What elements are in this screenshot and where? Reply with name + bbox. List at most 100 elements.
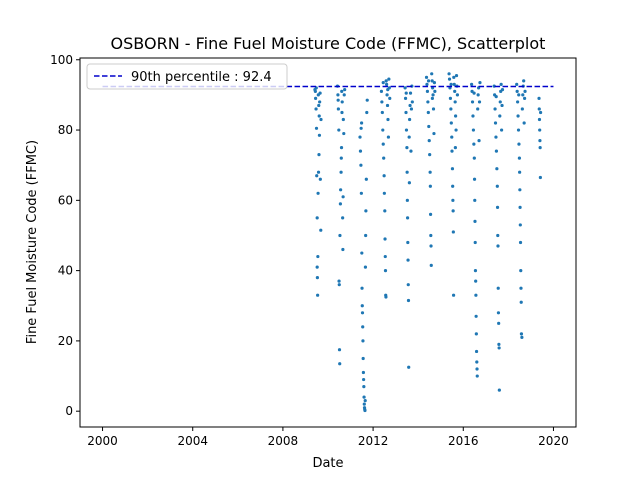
data-point (500, 88, 505, 92)
data-point (471, 128, 476, 132)
data-point (404, 128, 409, 132)
data-point (427, 138, 431, 143)
data-point (433, 89, 437, 93)
data-point (408, 91, 413, 95)
data-point (319, 117, 323, 122)
data-point (314, 96, 318, 101)
data-point (365, 110, 369, 115)
data-point (521, 93, 525, 97)
data-point (362, 402, 366, 406)
data-point (358, 149, 363, 153)
data-point (316, 293, 320, 297)
y-axis: 0 20 40 60 80 100 (50, 53, 80, 418)
data-point (360, 286, 364, 290)
data-point (431, 107, 436, 111)
data-point (388, 96, 392, 101)
data-point (339, 188, 343, 192)
data-point (452, 82, 456, 86)
data-point (384, 79, 388, 83)
data-point (359, 121, 364, 125)
data-point (364, 209, 368, 213)
plot-frame (79, 57, 577, 428)
data-point (383, 269, 388, 273)
data-point (364, 233, 368, 238)
data-point (516, 100, 520, 104)
data-point (452, 75, 456, 79)
data-point (424, 75, 429, 79)
data-point (425, 82, 429, 86)
data-point (518, 188, 522, 192)
data-point (453, 89, 457, 93)
data-point (407, 135, 411, 139)
data-point (336, 98, 340, 102)
data-point (518, 240, 523, 245)
data-point (406, 298, 411, 303)
data-point (406, 240, 410, 245)
data-point (315, 276, 319, 280)
data-point (538, 138, 542, 143)
data-point (474, 349, 479, 354)
data-point (339, 170, 343, 174)
data-point (408, 117, 412, 122)
data-point (316, 254, 320, 259)
data-point (381, 128, 385, 132)
data-point (449, 107, 453, 111)
data-point (515, 89, 519, 93)
data-point (498, 114, 502, 118)
data-point (426, 110, 430, 115)
data-point (364, 177, 368, 181)
data-point (337, 279, 341, 283)
data-point (517, 156, 522, 160)
data-point (381, 81, 385, 85)
data-point (314, 126, 319, 130)
data-point (361, 325, 365, 329)
data-point (382, 191, 386, 195)
data-point (538, 128, 542, 132)
data-point (359, 191, 363, 195)
data-point (538, 175, 542, 180)
data-point (384, 295, 388, 299)
data-point (472, 91, 476, 95)
x-tick-label: 2000 (87, 434, 118, 448)
data-point (362, 395, 366, 399)
y-tick-label: 20 (58, 334, 73, 348)
data-point (426, 79, 431, 83)
data-point (518, 223, 522, 227)
data-point (319, 228, 323, 232)
data-point (363, 265, 368, 269)
data-point (428, 153, 432, 157)
data-point (450, 167, 455, 171)
data-point (515, 82, 519, 86)
data-point (382, 156, 386, 160)
data-point (406, 258, 410, 262)
data-point (451, 230, 455, 234)
data-point (495, 205, 500, 209)
data-point (381, 142, 385, 146)
data-point (315, 216, 319, 220)
data-point (496, 233, 500, 238)
data-point (340, 100, 344, 104)
data-point (314, 107, 318, 111)
data-point (337, 283, 341, 287)
data-point (407, 365, 411, 369)
y-tick-label: 0 (65, 404, 73, 418)
data-point (383, 254, 387, 259)
data-point (518, 205, 522, 209)
data-point (338, 362, 342, 366)
data-point (385, 103, 390, 108)
data-point (429, 244, 433, 248)
y-tick-label: 40 (58, 264, 73, 278)
data-point (430, 79, 434, 83)
data-point (428, 212, 433, 216)
data-point (516, 114, 520, 118)
data-point (477, 138, 481, 143)
data-point (318, 177, 322, 181)
data-point (338, 233, 342, 238)
data-point (432, 131, 436, 136)
data-point (453, 100, 457, 104)
data-point (516, 128, 521, 132)
x-tick-label: 2004 (177, 434, 208, 448)
data-point (405, 198, 409, 202)
data-point (519, 286, 523, 290)
